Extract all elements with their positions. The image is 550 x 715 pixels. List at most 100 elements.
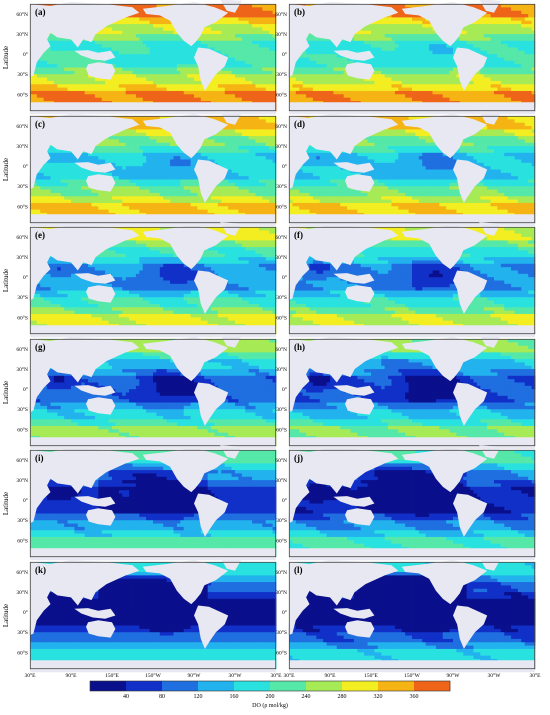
do-cell xyxy=(272,77,277,82)
do-cell xyxy=(412,57,416,62)
do-cell xyxy=(476,7,481,12)
do-cell xyxy=(67,87,72,92)
do-cell xyxy=(374,54,379,58)
do-cell xyxy=(149,80,154,85)
do-cell xyxy=(122,44,127,48)
do-cell xyxy=(302,70,307,75)
do-cell xyxy=(149,70,154,75)
do-cell xyxy=(435,74,440,78)
do-cell xyxy=(449,44,454,48)
do-cell xyxy=(483,74,488,78)
do-cell xyxy=(330,80,334,85)
do-cell xyxy=(319,40,324,45)
do-cell xyxy=(323,74,327,78)
do-cell xyxy=(398,60,403,65)
do-cell xyxy=(40,97,45,102)
do-cell xyxy=(47,165,51,170)
do-cell xyxy=(47,148,51,153)
do-cell xyxy=(88,90,92,95)
do-cell xyxy=(299,54,304,58)
do-cell xyxy=(139,90,144,95)
do-cell xyxy=(272,40,277,45)
do-cell xyxy=(248,67,253,72)
do-cell xyxy=(50,94,55,99)
do-cell xyxy=(497,87,502,92)
do-cell xyxy=(40,189,45,193)
do-cell xyxy=(309,67,314,72)
do-cell xyxy=(67,57,72,62)
do-cell xyxy=(480,4,485,8)
do-cell xyxy=(405,17,409,22)
do-cell xyxy=(415,20,420,25)
do-cell xyxy=(459,30,464,35)
do-cell xyxy=(528,74,532,78)
do-cell xyxy=(53,54,58,58)
do-cell xyxy=(507,50,512,55)
do-cell xyxy=(511,14,515,18)
do-cell xyxy=(340,64,345,68)
do-cell xyxy=(176,57,181,62)
do-cell xyxy=(248,30,253,35)
do-cell xyxy=(135,24,140,28)
do-cell xyxy=(262,44,267,48)
do-cell xyxy=(319,60,324,65)
do-cell xyxy=(176,60,181,65)
do-cell xyxy=(483,40,488,45)
do-cell xyxy=(64,189,68,193)
do-cell xyxy=(490,40,495,45)
do-cell xyxy=(302,94,307,99)
panel-label: (a) xyxy=(35,7,46,17)
do-cell xyxy=(507,94,512,99)
do-cell xyxy=(401,34,406,38)
do-cell xyxy=(47,60,51,65)
do-cell xyxy=(381,30,386,35)
do-cell xyxy=(302,54,307,58)
do-cell xyxy=(425,27,430,32)
do-cell xyxy=(446,94,450,99)
do-cell xyxy=(442,70,447,75)
do-cell xyxy=(394,60,399,65)
do-cell xyxy=(108,57,113,62)
do-cell xyxy=(319,37,324,42)
do-cell xyxy=(112,80,116,85)
do-cell xyxy=(91,44,96,48)
do-cell xyxy=(524,54,529,58)
do-cell xyxy=(422,54,427,58)
do-cell xyxy=(112,30,116,35)
do-cell xyxy=(531,74,536,78)
do-cell xyxy=(159,37,164,42)
do-cell xyxy=(309,44,314,48)
do-cell xyxy=(91,60,96,65)
do-cell xyxy=(238,77,243,82)
do-cell xyxy=(360,30,365,35)
do-cell xyxy=(449,87,454,92)
do-cell xyxy=(125,70,130,75)
do-cell xyxy=(319,87,324,92)
do-cell xyxy=(476,84,481,88)
do-cell xyxy=(463,34,468,38)
do-cell xyxy=(500,24,505,28)
do-cell xyxy=(125,97,130,102)
do-cell xyxy=(453,94,457,99)
do-cell xyxy=(323,84,327,88)
do-cell xyxy=(135,30,140,35)
do-cell xyxy=(187,77,191,82)
do-cell xyxy=(494,70,498,75)
do-cell xyxy=(405,67,409,72)
do-cell xyxy=(412,54,416,58)
do-cell xyxy=(88,40,92,45)
do-cell xyxy=(163,84,168,88)
do-cell xyxy=(391,20,396,25)
do-cell xyxy=(194,70,198,75)
do-cell xyxy=(197,97,202,102)
do-cell xyxy=(487,64,491,68)
do-cell xyxy=(122,80,127,85)
do-cell xyxy=(340,47,345,52)
do-cell xyxy=(429,57,433,62)
do-cell xyxy=(377,30,382,35)
do-cell xyxy=(446,54,450,58)
do-cell xyxy=(47,64,51,68)
do-cell xyxy=(384,67,389,72)
do-cell xyxy=(326,84,331,88)
do-cell xyxy=(497,84,502,88)
